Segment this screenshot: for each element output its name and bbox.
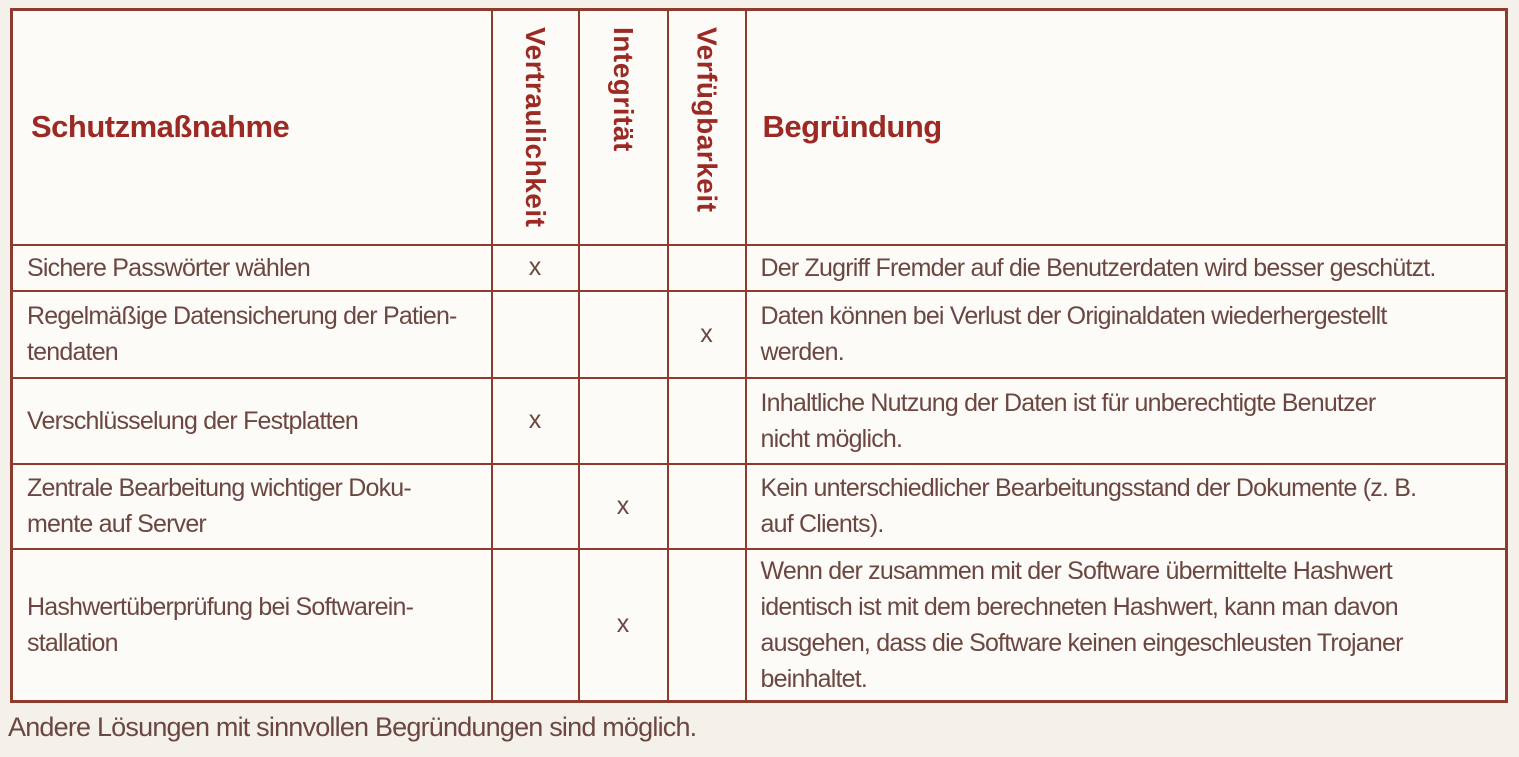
header-vertraulichkeit: Vertraulichkeit — [490, 8, 580, 246]
check-cell-integrity — [577, 376, 669, 465]
footer-note: Andere Lösungen mit sinnvollen Begründun… — [8, 712, 697, 742]
measure-cell: Regelmäßige Datensicherung der Patien- t… — [10, 289, 493, 379]
check-cell-confidentiality — [490, 462, 580, 550]
header-vertraulichkeit-label: Vertraulichkeit — [520, 27, 551, 228]
header-begruendung: Begründung — [744, 8, 1508, 246]
check-cell-confidentiality — [490, 547, 580, 702]
check-cell-availability — [666, 376, 747, 465]
check-cell-integrity — [577, 243, 669, 292]
table-row: Regelmäßige Datensicherung der Patien- t… — [10, 289, 1508, 379]
protection-measures-table: Schutzmaßnahme Vertraulichkeit Integritä… — [10, 8, 1508, 703]
measure-cell: Hashwertüberprüfung bei Softwarein- stal… — [10, 547, 493, 702]
check-cell-availability — [666, 462, 747, 550]
table-row: Sichere Passwörter wählen x Der Zugriff … — [10, 243, 1508, 292]
justification-cell: Daten können bei Verlust der Originaldat… — [744, 289, 1508, 379]
header-verfuegbarkeit-label: Verfügbarkeit — [691, 27, 723, 213]
measure-cell: Verschlüsselung der Festplatten — [10, 376, 493, 465]
check-cell-integrity — [577, 289, 669, 379]
justification-cell: Der Zugriff Fremder auf die Benutzerdate… — [744, 243, 1508, 292]
check-cell-confidentiality — [490, 289, 580, 379]
table-header-row: Schutzmaßnahme Vertraulichkeit Integritä… — [10, 8, 1508, 246]
justification-cell: Wenn der zusammen mit der Software überm… — [744, 547, 1508, 702]
measure-cell: Sichere Passwörter wählen — [10, 243, 493, 292]
header-integritaet-label: Integrität — [608, 27, 639, 152]
justification-cell: Inhaltliche Nutzung der Daten ist für un… — [744, 376, 1508, 465]
table-row: Zentrale Bearbeitung wichtiger Doku- men… — [10, 462, 1508, 550]
check-cell-availability — [666, 547, 747, 702]
check-cell-confidentiality: x — [490, 376, 580, 465]
justification-cell: Kein unterschiedlicher Bearbeitungsstand… — [744, 462, 1508, 550]
table-row: Hashwertüberprüfung bei Softwarein- stal… — [10, 547, 1508, 702]
header-verfuegbarkeit: Verfügbarkeit — [666, 8, 747, 246]
check-cell-confidentiality: x — [490, 243, 580, 292]
check-cell-availability: x — [666, 289, 747, 379]
header-integritaet: Integrität — [577, 8, 669, 246]
measure-cell: Zentrale Bearbeitung wichtiger Doku- men… — [10, 462, 493, 550]
check-cell-integrity: x — [577, 547, 669, 702]
check-cell-integrity: x — [577, 462, 669, 550]
table-row: Verschlüsselung der Festplatten x Inhalt… — [10, 376, 1508, 465]
header-schutzmassnahme: Schutzmaßnahme — [10, 8, 493, 246]
check-cell-availability — [666, 243, 747, 292]
